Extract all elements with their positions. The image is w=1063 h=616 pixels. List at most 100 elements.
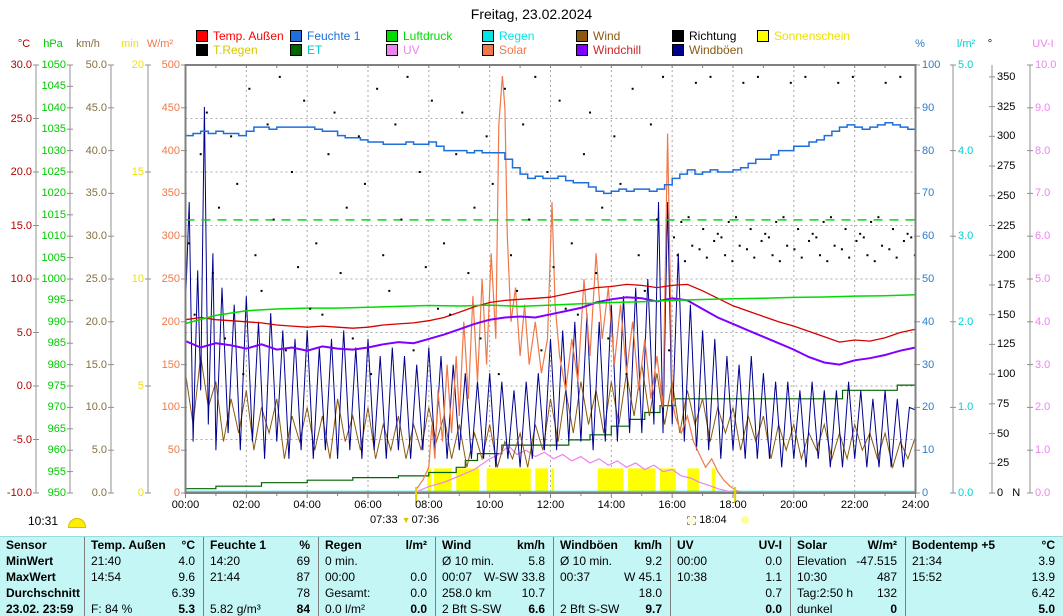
table-header-title: Wind	[442, 538, 472, 552]
axis-tick-label: 1025	[41, 166, 66, 178]
table-header-title: Temp. Außen	[91, 538, 166, 552]
direction-dot	[619, 182, 622, 185]
direction-dot	[339, 272, 342, 275]
sunshine-bar	[628, 468, 656, 492]
axis-tick-label: 980	[47, 358, 66, 371]
axis-tick-label: 350	[997, 70, 1016, 83]
axis-tick-label: 450	[161, 101, 180, 114]
direction-dot	[884, 81, 887, 84]
time-axis-label: 02:00	[232, 499, 261, 511]
table-header-title: Windböen	[560, 538, 618, 552]
direction-dot	[631, 87, 634, 90]
table-column-windb-en: Windböen km/h Ø 10 min. 9.2 00:37 W 45.1 18.0 2…	[553, 537, 670, 616]
direction-dot	[266, 123, 269, 126]
legend-item-windb-en: Windböen	[672, 43, 743, 57]
direction-dot	[248, 87, 251, 90]
direction-dot	[826, 260, 829, 263]
direction-dot	[873, 260, 876, 263]
direction-dot	[877, 216, 880, 219]
table-cell-label: 15:52	[912, 570, 943, 584]
direction-dot	[473, 206, 476, 209]
axis-tick-label: 70	[922, 187, 935, 200]
axis-tick-label: 5	[137, 380, 144, 392]
direction-dot	[394, 123, 397, 126]
table-cell-label: 10:38	[677, 570, 708, 584]
time-axis-label: 18:00	[719, 499, 747, 511]
legend-label: ET	[307, 43, 323, 57]
legend-swatch	[576, 44, 588, 56]
legend-label: Wind	[593, 29, 621, 43]
direction-dot	[321, 313, 324, 316]
direction-dot	[811, 232, 814, 235]
time-axis-label: 04:00	[293, 499, 321, 511]
axis-tick-label: 25	[997, 457, 1010, 470]
table-cell-label: Ø 10 min.	[560, 554, 613, 568]
sunshine-bar	[597, 468, 624, 492]
axis-tick-label: 100	[997, 368, 1016, 381]
table-cell-value: 78	[296, 586, 310, 600]
axis-tick-label: 20.0	[85, 315, 107, 328]
legend-label: Windchill	[593, 43, 642, 57]
legend-swatch	[290, 30, 302, 42]
axis-tick-label: 4.0	[1035, 315, 1051, 328]
direction-dot	[516, 289, 519, 292]
table-cell-value: 4.0	[178, 554, 195, 568]
axis-tick-label: 3.0	[958, 230, 974, 243]
table-cell-label: 2 Bft S-SW	[442, 602, 502, 616]
axis-tick-label: 9.0	[1035, 101, 1051, 114]
direction-dot	[767, 236, 770, 239]
axis-tick-label: 90	[922, 101, 935, 114]
direction-dot	[436, 307, 439, 310]
direction-dot	[570, 242, 573, 245]
axis-tick-label: 15.0	[10, 219, 32, 232]
table-row: 00:37 W 45.1	[554, 569, 670, 585]
sunshine-bar	[551, 468, 555, 492]
axis-tick-label: 4.0	[958, 144, 974, 157]
direction-dot	[540, 349, 543, 352]
direction-dot	[491, 182, 494, 185]
axis-tick-label: 60	[922, 230, 935, 243]
direction-dot	[485, 135, 488, 138]
direction-dot	[327, 153, 330, 156]
axis-tick-label: 960	[47, 444, 66, 457]
sun-marker-sunset: 18:04	[687, 514, 749, 526]
legend-swatch	[196, 44, 208, 56]
direction-dot	[778, 260, 781, 263]
direction-dot	[844, 228, 847, 231]
axis-tick-label: 30.0	[10, 59, 32, 71]
legend-swatch	[672, 44, 684, 56]
direction-dot	[851, 75, 854, 78]
direction-dot	[406, 75, 409, 78]
axis-unit-%: %	[915, 38, 925, 50]
axis-tick-label: 45.0	[85, 101, 107, 114]
series-wind	[185, 355, 916, 470]
table-header-unit: km/h	[633, 538, 662, 552]
axis-tick-label: 3.0	[1035, 358, 1051, 371]
direction-dot	[764, 232, 767, 235]
table-row: 78	[204, 585, 318, 601]
table-row: 21:40 4.0	[85, 553, 203, 569]
table-cell-value: 5.0	[1038, 602, 1055, 616]
direction-dot	[797, 228, 800, 231]
direction-dot	[345, 206, 348, 209]
axis-tick-label: -10.0	[6, 487, 32, 499]
legend-label: UV	[403, 43, 420, 57]
direction-dot	[771, 254, 774, 257]
table-row: 00:07 W-SW 33.8	[436, 569, 553, 585]
axis-tick-label: 15	[131, 166, 144, 178]
table-row: Ø 10 min. 5.8	[436, 553, 553, 569]
axis-tick-label: 1000	[41, 273, 66, 285]
table-cell-value: -47.515	[856, 554, 897, 568]
table-cell-value: 1.1	[765, 570, 782, 584]
sunshine-bar	[687, 468, 699, 492]
axis-tick-label: 1050	[41, 59, 66, 71]
direction-dot	[461, 111, 464, 114]
table-header-title: Bodentemp +5	[912, 538, 996, 552]
axis-tick-label: 125	[997, 338, 1016, 351]
table-row: 00:00 0.0	[319, 569, 435, 585]
axis-tick-label: 5.0	[1035, 273, 1051, 285]
axis-tick-label: 35.0	[85, 187, 107, 200]
legend-item-t-regen: T.Regen	[196, 43, 258, 57]
time-axis-label: 20:00	[780, 499, 808, 511]
legend-swatch	[290, 44, 302, 56]
